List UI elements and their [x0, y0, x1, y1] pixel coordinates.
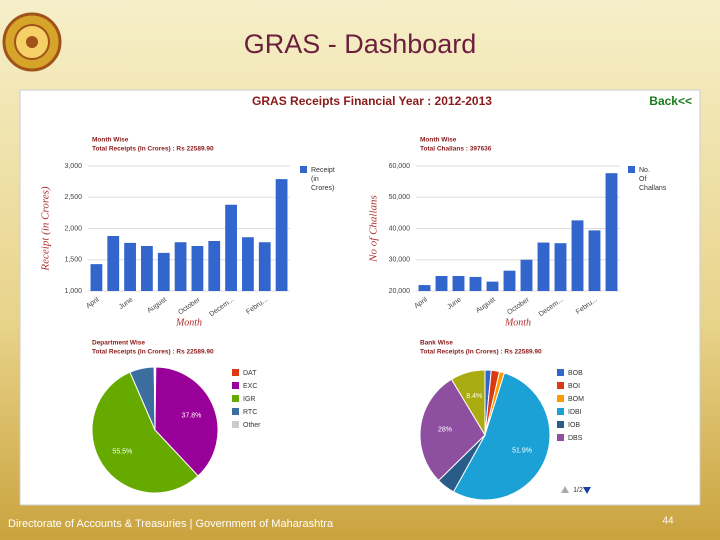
bar: [275, 179, 288, 291]
chart-title: Department Wise: [92, 340, 145, 347]
bar: [554, 243, 567, 291]
dashboard-heading: GRAS Receipts Financial Year : 2012-2013: [252, 94, 492, 108]
bar: [452, 276, 465, 291]
legend-label: IGR: [243, 396, 255, 403]
legend-label: No. Of Challans: [639, 167, 667, 192]
bar: [157, 252, 170, 291]
pie-slice: [91, 371, 199, 494]
bar: [435, 276, 448, 291]
chart-subtitle: Total Challans : 397636: [420, 146, 492, 153]
bar: [537, 242, 550, 291]
legend-label: EXC: [243, 383, 257, 390]
bar: [174, 242, 187, 291]
bar: [469, 276, 482, 291]
slice-label: 28%: [438, 427, 452, 434]
legend-label: DBS: [568, 435, 583, 442]
bar: [208, 241, 221, 291]
y-tick-label: 60,000: [389, 163, 411, 170]
bar: [90, 264, 103, 291]
bar: [571, 220, 584, 291]
slice-label: 37.8%: [181, 413, 201, 420]
legend-label: Other: [243, 422, 261, 429]
legend-label: IDBI: [568, 409, 582, 416]
legend-swatch: [232, 369, 239, 376]
y-axis-label: Receipt (in Crores): [40, 186, 52, 271]
slice-label: 8.4%: [466, 393, 482, 400]
footer: Directorate of Accounts & Treasuries | G…: [8, 518, 334, 530]
chart-title: Bank Wise: [420, 340, 453, 347]
legend-swatch: [557, 369, 564, 376]
legend-swatch: [557, 408, 564, 415]
chart-subtitle: Total Receipts (In Crores) : Rs 22589.90: [92, 146, 214, 153]
page-number: 44: [662, 516, 674, 527]
legend-label: BOB: [568, 370, 583, 377]
bar: [503, 270, 516, 291]
legend-swatch: [232, 395, 239, 402]
bar: [242, 237, 254, 291]
chart-title: Month Wise: [92, 137, 129, 144]
bar: [225, 204, 237, 291]
bar: [520, 259, 533, 291]
y-tick-label: 2,000: [64, 225, 82, 232]
legend-swatch: [557, 382, 564, 389]
slice-label: 51.9%: [512, 448, 532, 455]
chart-title: Month Wise: [420, 137, 457, 144]
legend-swatch: [232, 382, 239, 389]
y-tick-label: 1,000: [64, 288, 82, 295]
pie-slice: [153, 366, 156, 431]
legend-label: DAT: [243, 370, 257, 377]
back-link[interactable]: Back<<: [649, 94, 692, 108]
legend-label: IOB: [568, 422, 580, 429]
legend-swatch: [557, 395, 564, 402]
bar: [107, 236, 120, 291]
y-tick-label: 30,000: [389, 257, 411, 264]
legend-label: BOI: [568, 383, 580, 390]
legend-swatch: [628, 166, 635, 173]
legend-label: BOM: [568, 396, 584, 403]
legend-swatch: [557, 434, 564, 441]
y-tick-label: 20,000: [389, 288, 411, 295]
bar: [141, 246, 153, 291]
logo: [2, 12, 62, 72]
slice-label: 55.5%: [112, 448, 132, 455]
legend-label: RTC: [243, 409, 257, 416]
y-tick-label: 3,000: [64, 163, 82, 170]
x-axis-label: Month: [504, 317, 531, 328]
pager: 1/2: [573, 487, 583, 494]
pie-slice: [450, 369, 486, 437]
bar: [124, 242, 136, 291]
y-axis-label: No of Challans: [368, 195, 380, 263]
bar: [605, 173, 618, 291]
pager-prev[interactable]: [561, 486, 569, 493]
y-tick-label: 2,500: [64, 194, 82, 201]
y-tick-label: 40,000: [389, 225, 411, 232]
pager-next[interactable]: [583, 487, 591, 494]
bar: [191, 246, 204, 291]
bar: [588, 230, 601, 291]
slide-title: GRAS - Dashboard: [244, 29, 477, 59]
pie-slice: [154, 366, 219, 477]
pie-slice: [452, 372, 551, 501]
legend-swatch: [557, 421, 564, 428]
y-tick-label: 50,000: [389, 194, 411, 201]
legend-swatch: [232, 421, 239, 428]
bar: [258, 242, 271, 291]
x-axis-label: Month: [175, 317, 202, 328]
chart-subtitle: Total Receipts (In Crores) : Rs 22589.90: [92, 349, 214, 356]
bar: [418, 285, 431, 291]
pie-slice: [419, 378, 486, 482]
legend-swatch: [300, 166, 307, 173]
y-tick-label: 1,500: [64, 257, 82, 264]
bar: [486, 281, 499, 291]
chart-subtitle: Total Receipts (In Crores) : Rs 22589.90: [420, 349, 542, 356]
legend-label: Receipt (in Crores): [311, 167, 335, 192]
legend-swatch: [232, 408, 239, 415]
